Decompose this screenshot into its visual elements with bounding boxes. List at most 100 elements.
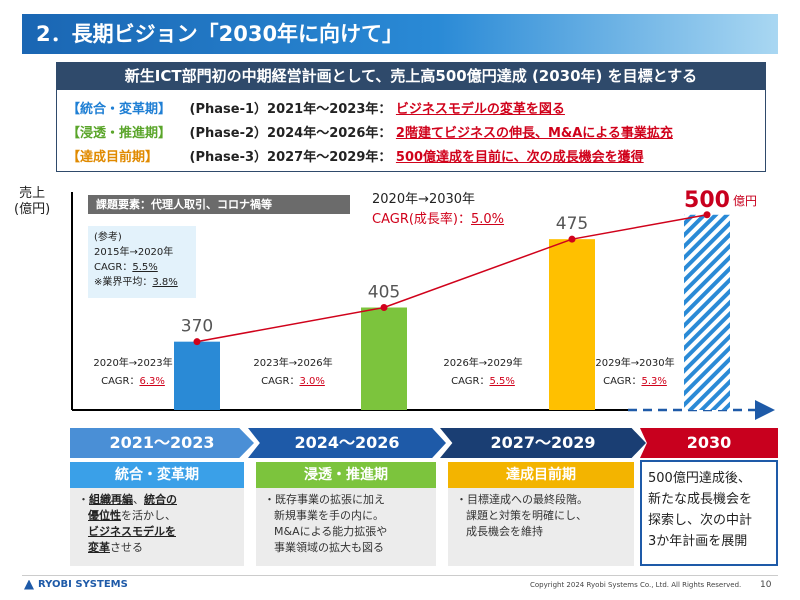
bars-layer xyxy=(174,214,730,410)
bar-2023 xyxy=(174,341,220,410)
reference-industry-value: 3.8% xyxy=(152,277,178,288)
segment-cagr-3: 2026年→2029年 CAGR：5.5% xyxy=(428,355,538,391)
stage-body-3: ・目標達成への最終段階。 課題と対策を明確にし、 成長機会を維持 xyxy=(448,488,634,566)
stage-body-line: 成長機会を維持 xyxy=(466,525,543,538)
plain-text: を活かし、 xyxy=(121,509,176,522)
emphasis-text: 変革 xyxy=(88,541,110,554)
goal-line: 新たな成長機会を xyxy=(648,492,753,507)
segment-period: 2029年→2030年 xyxy=(595,358,675,369)
segment-cagr: CAGR：3.0% xyxy=(238,373,348,391)
value-label-2026: 405 xyxy=(368,283,400,303)
segment-cagr-value: 5.3% xyxy=(641,376,667,387)
segment-cagr: CAGR：6.3% xyxy=(78,373,188,391)
segment-period: 2023年→2026年 xyxy=(253,358,333,369)
goal-box: 500億円達成後、 新たな成長機会を 探索し、次の中計 3か年計画を展開 xyxy=(640,460,778,566)
phase-description: ビジネスモデルの変革を図る xyxy=(395,102,565,117)
stage-body-line: ・組織再編、統合の xyxy=(78,492,236,508)
segment-cagr: CAGR：5.3% xyxy=(580,373,690,391)
points-layer xyxy=(193,211,711,346)
emphasis-text: 優位性 xyxy=(88,509,121,522)
value-label-2029: 475 xyxy=(556,214,588,234)
point-2023 xyxy=(193,338,201,346)
overall-cagr-value: 5.0% xyxy=(471,212,505,227)
stage-body-line: 新規事業を手の内に。 xyxy=(274,509,384,522)
stage-body-line: ・目標達成への最終段階。 xyxy=(456,493,588,506)
segment-cagr-label: CAGR： xyxy=(451,376,490,387)
segment-cagr-value: 6.3% xyxy=(139,376,165,387)
reference-cagr-value: 5.5% xyxy=(132,262,158,273)
emphasis-text: 組織再編 xyxy=(89,493,133,506)
value-label-2023: 370 xyxy=(181,317,213,337)
goal-line: 3か年計画を展開 xyxy=(648,534,748,549)
reference-industry: ※業界平均：3.8% xyxy=(94,275,190,290)
subtitle-banner: 新生ICT部門初の中期経営計画として、売上高500億円達成 (2030年) を目… xyxy=(56,62,766,90)
trend-line xyxy=(196,214,708,343)
phase-list: 【統合・変革期】 (Phase-1）2021年〜2023年： ビジネスモデルの変… xyxy=(56,90,766,172)
page-title: 2．長期ビジョン「2030年に向けて」 xyxy=(22,14,778,54)
stage-body-1: ・組織再編、統合の 優位性を活かし、 ビジネスモデルを 変革させる xyxy=(70,488,244,566)
goal-line: 探索し、次の中計 xyxy=(648,513,753,528)
phase-name: 【浸透・推進期】 xyxy=(67,126,172,141)
timeline-years-4: 2030 xyxy=(640,428,778,458)
reference-period: 2015年→2020年 xyxy=(94,247,174,258)
bar-2030 xyxy=(684,214,730,410)
segment-cagr-value: 3.0% xyxy=(299,376,325,387)
phase-description: 500億達成を目前に、次の成長機会を獲得 xyxy=(395,150,644,165)
y-axis-unit-line1: 売上 xyxy=(19,186,46,201)
bar-2026 xyxy=(361,307,407,410)
phase-row-2: 【浸透・推進期】 (Phase-2）2024年〜2026年： 2階建てビジネスの… xyxy=(67,122,673,144)
logo-mark-icon xyxy=(24,579,34,590)
stage-tag-3: 達成目前期 xyxy=(448,462,634,488)
point-2026 xyxy=(380,304,388,311)
segment-cagr-2: 2023年→2026年 CAGR：3.0% xyxy=(238,355,348,391)
point-2030 xyxy=(703,211,711,219)
copyright: Copyright 2024 Ryobi Systems Co., Ltd. A… xyxy=(530,581,742,589)
timeline-years-3: 2027〜2029 xyxy=(440,428,646,458)
y-axis-unit: 売上 (億円) xyxy=(14,186,50,218)
stage-body-line: ・既存事業の拡張に加え xyxy=(264,493,385,506)
logo-text: RYOBI SYSTEMS xyxy=(38,579,128,590)
phase-row-1: 【統合・変革期】 (Phase-1）2021年〜2023年： ビジネスモデルの変… xyxy=(67,98,565,120)
overall-cagr-label: CAGR(成長率)： xyxy=(372,212,471,227)
overall-period: 2020年→2030年 xyxy=(372,192,476,207)
segment-cagr-1: 2020年→2023年 CAGR：6.3% xyxy=(78,355,188,391)
reference-cagr: CAGR：5.5% xyxy=(94,260,190,275)
segment-cagr-4: 2029年→2030年 CAGR：5.3% xyxy=(580,355,690,391)
target-unit-label: 億円 xyxy=(733,194,757,208)
segment-cagr-value: 5.5% xyxy=(489,376,515,387)
emphasis-text: 統合の xyxy=(144,493,177,506)
timeline-years-2: 2024〜2026 xyxy=(248,428,446,458)
value-label-2030: 500 xyxy=(684,188,730,213)
segment-cagr-label: CAGR： xyxy=(603,376,642,387)
stage-body-line: 優位性を活かし、 xyxy=(78,508,236,524)
phase-range: (Phase-3）2027年〜2029年： xyxy=(189,150,392,165)
stage-body-line: 課題と対策を明確にし、 xyxy=(466,509,587,522)
reference-title: (参考) xyxy=(94,232,122,243)
footer-divider xyxy=(22,575,778,576)
bar-2029 xyxy=(549,239,595,410)
plain-text: させる xyxy=(110,541,143,554)
segment-cagr-label: CAGR： xyxy=(101,376,140,387)
point-2029 xyxy=(568,235,576,243)
company-logo: RYOBI SYSTEMS xyxy=(24,579,128,590)
emphasis-text: ビジネスモデルを xyxy=(88,525,176,538)
stage-body-2: ・既存事業の拡張に加え 新規事業を手の内に。 M&Aによる能力拡張や 事業領域の… xyxy=(256,488,436,566)
reference-industry-label: ※業界平均： xyxy=(94,277,153,288)
page-number: 10 xyxy=(760,580,772,590)
phase-range: (Phase-1）2021年〜2023年： xyxy=(189,102,392,117)
stage-body-line: M&Aによる能力拡張や xyxy=(274,525,388,538)
stage-body-line: ビジネスモデルを xyxy=(78,524,236,540)
y-axis-unit-line2: (億円) xyxy=(14,202,51,217)
reference-box: (参考) 2015年→2020年 CAGR：5.5% ※業界平均：3.8% xyxy=(88,226,196,298)
overall-cagr-line: CAGR(成長率)：5.0% xyxy=(372,210,504,230)
plain-text: 、 xyxy=(133,493,144,506)
labels-layer: 370 405 475 500 億円 xyxy=(181,188,757,337)
phase-name: 【達成目前期】 xyxy=(67,150,159,165)
segment-cagr-label: CAGR： xyxy=(261,376,300,387)
stage-body-line: 事業領域の拡大も図る xyxy=(274,541,384,554)
segment-period: 2026年→2029年 xyxy=(443,358,523,369)
issue-label: 課題要素：代理人取引、コロナ禍等 xyxy=(88,195,350,214)
reference-cagr-label: CAGR： xyxy=(94,262,133,273)
phase-range: (Phase-2）2024年〜2026年： xyxy=(189,126,392,141)
segment-period: 2020年→2023年 xyxy=(93,358,173,369)
